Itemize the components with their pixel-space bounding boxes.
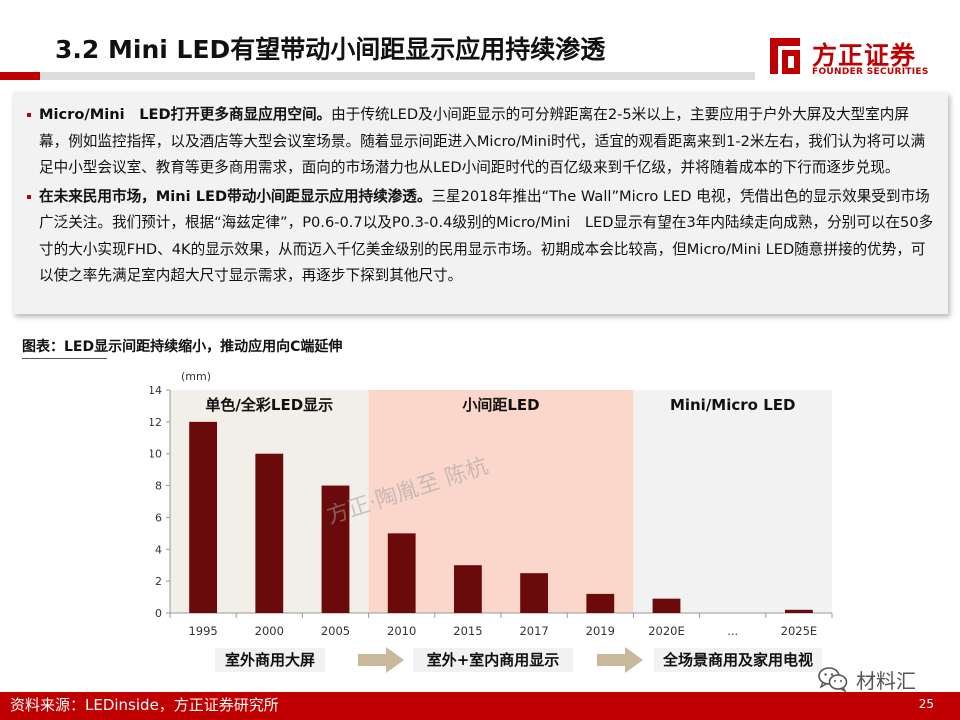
title-underline <box>0 72 755 80</box>
y-tick-label: 0 <box>155 607 162 620</box>
paragraph-2-body: 三星2018年推出“The Wall”Micro LED 电视，凭借出色的显示效… <box>39 187 934 285</box>
x-tick-label: 2005 <box>321 624 350 638</box>
founder-logo-icon <box>770 38 800 74</box>
source-note: 资料来源：LEDinside，方正证券研究所 <box>10 696 279 714</box>
figure-caption: 图表：LED显示间距持续缩小，推动应用向C端延伸 <box>22 339 343 355</box>
bar-2025E <box>784 609 813 613</box>
y-tick-label: 2 <box>155 575 162 588</box>
y-tick-label: 4 <box>155 543 162 556</box>
summary-textbox: Micro/Mini LED打开更多商显应用空间。由于传统LED及小间距显示的可… <box>13 92 948 314</box>
wechat-account-name: 材料汇 <box>856 669 916 693</box>
chart-region-3 <box>633 390 832 613</box>
bar-2019 <box>586 593 615 613</box>
x-tick-label: 2015 <box>453 624 482 638</box>
paragraph-1-heading: Micro/Mini LED打开更多商显应用空间。 <box>39 106 332 123</box>
bullet-marker <box>27 194 31 199</box>
wechat-badge: 材料汇 <box>818 664 943 694</box>
founder-logo: 方正证券 FOUNDER SECURITIES <box>766 36 946 82</box>
chart-region-label: Mini/Micro LED <box>670 396 796 414</box>
y-tick-label: 14 <box>150 384 162 397</box>
application-label-3: 全场景商用及家用电视 <box>654 648 822 672</box>
paragraph-2-heading: 在未来民用市场，Mini LED带动小间距显示应用持续渗透。 <box>39 187 432 205</box>
logo-text-en: FOUNDER SECURITIES <box>812 67 929 77</box>
right-arrow-icon <box>597 647 643 673</box>
bar-2010 <box>387 533 416 613</box>
paragraph-1: Micro/Mini LED打开更多商显应用空间。由于传统LED及小间距显示的可… <box>27 102 934 182</box>
bullet-marker <box>27 113 31 117</box>
x-tick-label: 1995 <box>188 624 217 638</box>
bar-1995 <box>189 421 218 613</box>
y-tick-label: 10 <box>150 448 162 461</box>
figure-caption-underline <box>22 358 107 359</box>
page-title: 3.2 Mini LED有望带动小间距显示应用持续渗透 <box>55 35 606 64</box>
chart-region-label: 小间距LED <box>462 396 539 414</box>
y-axis-unit: (mm) <box>181 370 211 383</box>
paragraph-2: 在未来民用市场，Mini LED带动小间距显示应用持续渗透。三星2018年推出“… <box>27 184 934 290</box>
y-tick-label: 12 <box>150 416 162 429</box>
footer-bar <box>0 692 960 720</box>
page-number: 25 <box>918 697 934 711</box>
x-tick-label: 2000 <box>255 624 284 638</box>
led-pitch-bar-chart: 单色/全彩LED显示 小间距LED Mini/Micro LED 0 2 4 6 8 10 12 1… <box>150 370 833 638</box>
x-tick-label: 2017 <box>519 624 548 638</box>
application-label-2: 室外+室内商用显示 <box>413 648 573 672</box>
y-tick-label: 6 <box>155 511 162 524</box>
bar-2020E <box>652 598 681 613</box>
x-tick-label: 2010 <box>387 624 416 638</box>
wechat-icon <box>818 667 848 692</box>
chart-region-label: 单色/全彩LED显示 <box>205 396 333 414</box>
x-tick-label: 2019 <box>586 624 615 638</box>
x-tick-label: ... <box>727 624 738 638</box>
paragraph-1-body: 由于传统LED及小间距显示的可分辨距离在2-5米以上，主要应用于户外大屏及大型室… <box>39 106 926 176</box>
y-tick-label: 8 <box>155 480 162 493</box>
bar-2017 <box>520 573 549 613</box>
logo-text-cn: 方正证券 <box>812 41 917 70</box>
bar-2005 <box>321 485 350 613</box>
bar-2015 <box>453 565 482 613</box>
bar-2000 <box>255 453 284 613</box>
x-tick-label: 2025E <box>781 624 818 638</box>
application-label-1: 室外商用大屏 <box>215 648 325 672</box>
right-arrow-icon <box>358 647 404 673</box>
x-tick-label: 2020E <box>648 624 685 638</box>
